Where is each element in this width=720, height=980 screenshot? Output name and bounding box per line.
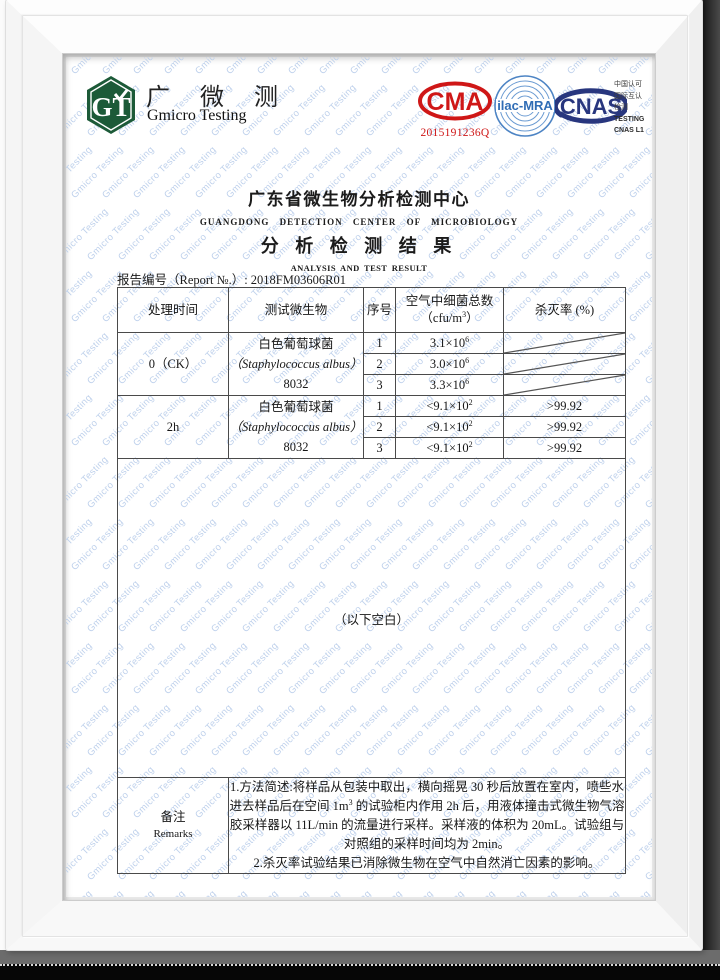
table-body: 0（CK） 白色葡萄球菌 （Staphylococcus albus） 8032 1 3.…: [117, 332, 626, 874]
cell-kill-rate: [503, 374, 626, 396]
remarks-item: 2.杀灭率试验结果已消除微生物在空气中自然消亡因素的影响。: [253, 856, 601, 870]
doc-title-cn: 分 析 检 测 结 果: [260, 236, 458, 256]
cnas-side-text: 中国认可国际互认检测 TESTING CNAS L1: [614, 79, 652, 137]
cma-accreditation: CMA 2015191236Q: [416, 81, 494, 139]
cnas-label: CNAS: [560, 94, 622, 119]
microbe-line: （Staphylococcus albus）: [229, 357, 363, 371]
cell-remarks-label: 备注 Remarks: [117, 777, 229, 874]
brand-name-en: Gmicro Testing: [147, 107, 247, 124]
cell-kill-rate: [503, 332, 626, 354]
blank-row: （以下空白）: [117, 458, 626, 778]
table-row: 0（CK） 白色葡萄球菌 （Staphylococcus albus） 8032 1 3.…: [117, 332, 626, 396]
cell-kill-rate: >99.92: [503, 416, 626, 438]
cell-blank-note: （以下空白）: [117, 458, 626, 778]
header-serial-no: 序号: [363, 287, 396, 333]
gt-hexagon-icon: GT: [87, 76, 135, 134]
remarks-row: 备注 Remarks 1.方法简述:将样品从包装中取出，横向摇晃 30 秒后放置在室…: [117, 777, 626, 874]
report-number-label: 报告编号（Report №.）:: [117, 273, 251, 287]
table-header-row: 处理时间 测试微生物 序号 空气中细菌总数 （cfu/m3） 杀灭率 (%): [117, 287, 626, 333]
org-title-en: GUANGDONG DETECTION CENTER OF MICROBIOLO…: [199, 217, 519, 227]
cma-mark-icon: CMA: [418, 81, 492, 121]
cell-serial-no: 2: [363, 416, 396, 438]
cell-serial-no: 3: [363, 374, 396, 396]
cnas-side-line: CNAS L1: [614, 127, 644, 135]
cell-serial-no: 1: [363, 395, 396, 417]
cell-serial-no: 1: [363, 332, 396, 354]
backdrop-shadow-right: [701, 0, 720, 952]
table-row: 2h 白色葡萄球菌 （Staphylococcus albus） 8032 1 <9.1×…: [117, 395, 626, 459]
gmicro-logo: GT: [84, 75, 138, 140]
brand-name-cn: 广 微 测: [146, 85, 290, 111]
cell-kill-rate: [503, 353, 626, 375]
table-row: 3 3.3×106: [118, 374, 626, 396]
report-number-line: 报告编号（Report №.）: 2018FM03606R01: [117, 269, 346, 288]
header-bacteria-count: 空气中细菌总数 （cfu/m3）: [395, 287, 504, 333]
document-content: GT 广 微 测 Gmicro Testing CMA 2015191236Q: [66, 57, 652, 897]
ilac-mra-label: ilac-MRA: [497, 98, 553, 113]
check-icon: [113, 88, 129, 102]
header-kill-rate: 杀灭率 (%): [503, 287, 626, 333]
remarks-label-en: Remarks: [153, 827, 193, 840]
header-treatment-time: 处理时间: [117, 287, 229, 333]
microbe-line: （Staphylococcus albus）: [229, 420, 363, 434]
slash-line-icon: [504, 375, 625, 395]
cnas-mark-icon: CNAS: [552, 88, 630, 124]
remarks-item: 1.方法简述:将样品从包装中取出，横向摇晃 30 秒后放置在室内，喷些水进去样品…: [229, 780, 625, 851]
microbe-line: 白色葡萄球菌: [258, 400, 334, 414]
cell-serial-no: 3: [363, 437, 396, 459]
slash-line-icon: [504, 354, 625, 374]
cma-label: CMA: [427, 88, 484, 116]
doc-title-en: ANALYSIS AND TEST RESULT: [290, 263, 428, 273]
gt-monogram: GT: [91, 92, 130, 122]
slash-line-icon: [504, 333, 625, 353]
microbe-line: 8032: [283, 440, 309, 454]
cell-remarks-body: 1.方法简述:将样品从包装中取出，横向摇晃 30 秒后放置在室内，喷些水进去样品…: [228, 777, 626, 874]
cnas-side-line: 中国认可: [614, 81, 642, 88]
remarks-label-cn: 备注: [160, 810, 186, 825]
backdrop-shadow-bottom: [0, 950, 720, 964]
cell-bacteria-count: 3.0×106: [395, 353, 504, 375]
cell-test-microbe: 白色葡萄球菌 （Staphylococcus albus） 8032: [228, 332, 364, 396]
table-header: 处理时间 测试微生物 序号 空气中细菌总数 （cfu/m3） 杀灭率 (%): [117, 287, 626, 333]
header-test-microbe: 测试微生物: [228, 287, 364, 333]
cell-bacteria-count: <9.1×102: [395, 395, 504, 417]
cell-serial-no: 2: [363, 353, 396, 375]
org-title-cn: 广东省微生物分析检测中心: [248, 190, 470, 209]
header-bacteria-count-unit: （cfu/m3）: [420, 309, 479, 325]
cell-bacteria-count: <9.1×102: [395, 416, 504, 438]
ilac-globe-icon: ilac-MRA: [494, 75, 556, 137]
cnas-side-line: 检测: [614, 104, 628, 112]
microbe-line: 8032: [283, 377, 309, 391]
backdrop-bottom-black: [0, 964, 720, 980]
cell-kill-rate: >99.92: [503, 395, 626, 417]
cell-test-microbe: 白色葡萄球菌 （Staphylococcus albus） 8032: [228, 395, 364, 459]
cnas-side-line: TESTING: [614, 115, 645, 123]
microbe-line: 白色葡萄球菌: [258, 337, 334, 351]
cell-bacteria-count: 3.1×106: [395, 332, 504, 354]
header-bacteria-count-line1: 空气中细菌总数: [405, 294, 494, 309]
cell-bacteria-count: <9.1×102: [395, 437, 504, 459]
cnas-side-line: 国际互认: [614, 92, 642, 100]
title-block: 广东省微生物分析检测中心 GUANGDONG DETECTION CENTER …: [66, 185, 652, 273]
cnas-accreditation: CNAS: [552, 85, 630, 132]
report-number-value: 2018FM03606R01: [250, 273, 346, 287]
cma-certificate-number: 2015191236Q: [420, 127, 490, 139]
cell-bacteria-count: 3.3×106: [395, 374, 504, 396]
cell-treatment-time: 2h: [117, 395, 229, 459]
cell-kill-rate: >99.92: [503, 437, 626, 459]
ilac-mra-accreditation: ilac-MRA: [493, 74, 557, 143]
cell-treatment-time: 0（CK）: [117, 332, 229, 396]
results-table: 处理时间 测试微生物 序号 空气中细菌总数 （cfu/m3） 杀灭率 (%) 0（CK） 白色…: [117, 287, 626, 874]
